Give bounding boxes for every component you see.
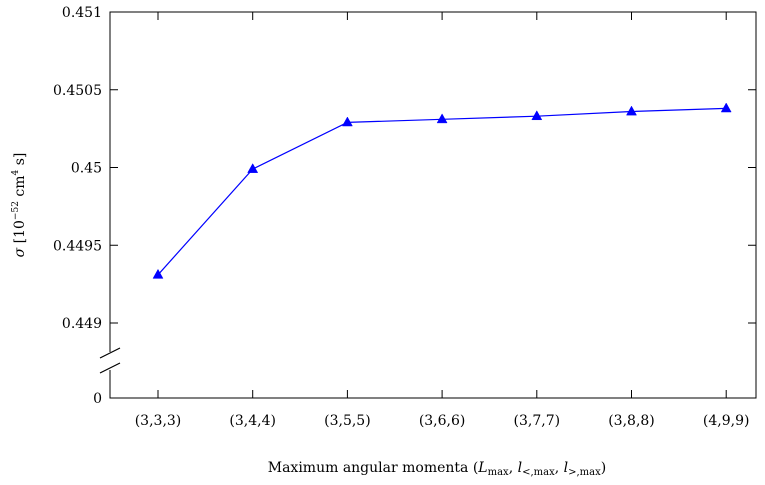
axis-break-mark-upper bbox=[99, 347, 121, 359]
axis-break-gap bbox=[107, 352, 113, 370]
x-tick-label: (3,4,4) bbox=[229, 413, 276, 429]
y-tick-label: 0.45 bbox=[71, 161, 102, 177]
x-tick-label: (3,7,7) bbox=[514, 413, 561, 429]
axis-break-mark-lower bbox=[99, 362, 121, 374]
y-tick-label: 0.449 bbox=[62, 316, 102, 332]
plot-area-frame bbox=[109, 11, 757, 399]
series-group bbox=[152, 102, 732, 279]
data-point-triangle bbox=[720, 102, 732, 113]
data-point-triangle bbox=[626, 105, 637, 116]
y-tick-label: 0.4495 bbox=[53, 238, 102, 254]
x-tick-label: (3,8,8) bbox=[608, 413, 655, 429]
data-point-triangle bbox=[436, 113, 448, 124]
data-point-triangle bbox=[247, 163, 259, 173]
x-axis-label: Maximum angular momenta (Lmax, l<,max, l… bbox=[268, 460, 607, 478]
x-axis-ticks: (3,3,3) (3,4,4) (3,5,5) (3,6,6) (3,7,7) (3,8,… bbox=[135, 12, 750, 429]
y-tick-label: 0.4505 bbox=[53, 83, 102, 99]
data-point-triangle bbox=[341, 116, 353, 127]
y-tick-label-zero: 0 bbox=[93, 391, 102, 407]
y-axis-ticks: 0.449 0.4495 0.45 0.4505 0.451 0 bbox=[53, 5, 756, 407]
data-point-triangle bbox=[531, 110, 543, 121]
data-point-triangle bbox=[152, 268, 164, 279]
x-tick-label: (3,3,3) bbox=[135, 413, 182, 429]
x-tick-label: (3,5,5) bbox=[324, 413, 371, 429]
y-tick-label: 0.451 bbox=[62, 5, 102, 21]
y-axis-break bbox=[99, 347, 121, 374]
x-tick-label: (3,6,6) bbox=[419, 413, 466, 429]
y-axis-label: σ [10−52 cm4 s] bbox=[11, 153, 28, 258]
series-line bbox=[157, 107, 727, 276]
x-tick-label: (4,9,9) bbox=[703, 413, 750, 429]
